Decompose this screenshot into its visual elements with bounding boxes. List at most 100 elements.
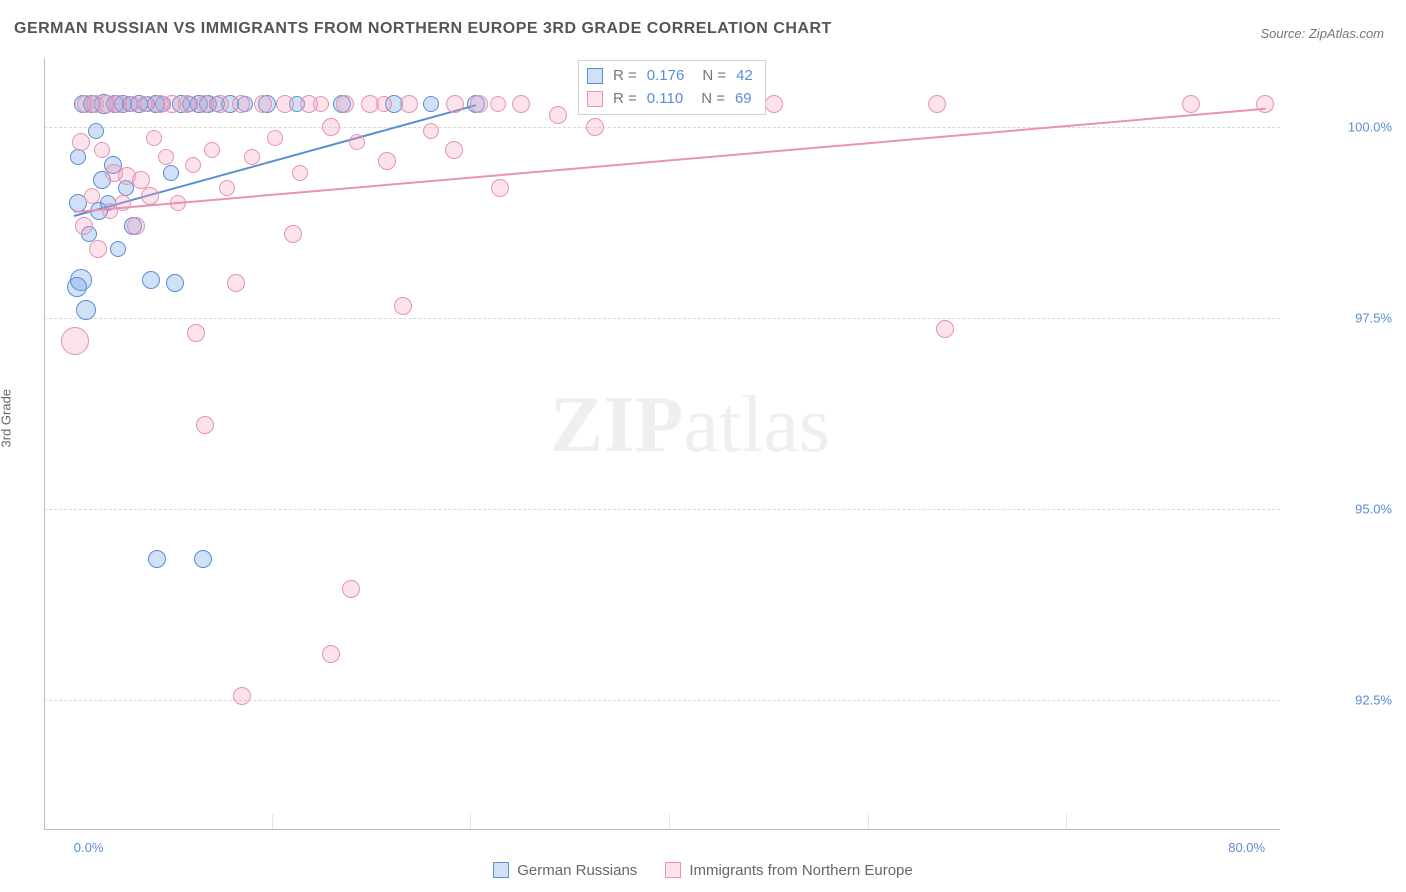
scatter-point [244, 149, 260, 165]
scatter-point [89, 240, 107, 258]
scatter-point [72, 133, 90, 151]
scatter-point [445, 141, 463, 159]
scatter-point [313, 96, 329, 112]
scatter-point [75, 217, 93, 235]
scatter-point [232, 95, 250, 113]
scatter-point [936, 320, 954, 338]
scatter-point [187, 324, 205, 342]
y-tick-label: 92.5% [1355, 693, 1392, 708]
y-tick-label: 95.0% [1355, 501, 1392, 516]
legend-label: Immigrants from Northern Europe [689, 862, 912, 879]
grid-tick-vertical [272, 814, 273, 830]
grid-line-horizontal [44, 700, 1280, 701]
legend-item: Immigrants from Northern Europe [665, 862, 912, 879]
grid-tick-vertical [1066, 814, 1067, 830]
x-tick-label: 80.0% [1228, 840, 1265, 855]
scatter-point [284, 225, 302, 243]
stat-n-label: N = [701, 88, 725, 111]
scatter-point [227, 274, 245, 292]
series-swatch [493, 862, 509, 878]
scatter-plot-area [44, 58, 1280, 830]
scatter-point [142, 271, 160, 289]
stat-r-label: R = [613, 88, 637, 111]
scatter-point [267, 130, 283, 146]
stats-row: R = 0.176 N = 42 [587, 65, 753, 88]
scatter-point [470, 95, 488, 113]
scatter-point [219, 180, 235, 196]
scatter-point [88, 123, 104, 139]
scatter-point [146, 130, 162, 146]
scatter-point [84, 188, 100, 204]
scatter-point [127, 217, 145, 235]
series-swatch [665, 862, 681, 878]
scatter-point [141, 187, 159, 205]
scatter-point [61, 327, 89, 355]
stat-r-value: 0.110 [647, 88, 683, 111]
scatter-point [394, 297, 412, 315]
scatter-point [1182, 95, 1200, 113]
scatter-point [928, 95, 946, 113]
scatter-point [276, 95, 294, 113]
scatter-point [110, 241, 126, 257]
stat-n-value: 69 [735, 88, 752, 111]
scatter-point [423, 123, 439, 139]
scatter-point [490, 96, 506, 112]
scatter-point [336, 95, 354, 113]
stats-row: R = 0.110 N = 69 [587, 88, 753, 111]
scatter-point [163, 165, 179, 181]
scatter-point [254, 95, 272, 113]
scatter-point [70, 149, 86, 165]
grid-tick-vertical [868, 814, 869, 830]
scatter-point [233, 687, 251, 705]
scatter-point [204, 142, 220, 158]
scatter-point [178, 95, 196, 113]
scatter-point [322, 118, 340, 136]
scatter-point [94, 142, 110, 158]
series-swatch [587, 68, 603, 84]
grid-line-horizontal [44, 127, 1280, 128]
scatter-point [378, 152, 396, 170]
y-tick-label: 97.5% [1355, 310, 1392, 325]
stat-r-value: 0.176 [647, 65, 685, 88]
scatter-point [166, 274, 184, 292]
grid-tick-vertical [470, 814, 471, 830]
grid-tick-vertical [669, 814, 670, 830]
legend-label: German Russians [517, 862, 637, 879]
scatter-point [70, 269, 92, 291]
legend-bottom: German Russians Immigrants from Northern … [0, 862, 1406, 883]
scatter-point [549, 106, 567, 124]
scatter-point [158, 149, 174, 165]
scatter-point [148, 550, 166, 568]
scatter-point [423, 96, 439, 112]
scatter-point [349, 134, 365, 150]
x-tick-label: 0.0% [74, 840, 104, 855]
stat-n-value: 42 [736, 65, 753, 88]
legend-item: German Russians [493, 862, 637, 879]
scatter-point [491, 179, 509, 197]
correlation-stats-box: R = 0.176 N = 42 R = 0.110 N = 69 [578, 60, 766, 115]
scatter-point [400, 95, 418, 113]
chart-title: GERMAN RUSSIAN VS IMMIGRANTS FROM NORTHE… [14, 20, 832, 38]
scatter-point [586, 118, 604, 136]
scatter-point [194, 550, 212, 568]
scatter-point [376, 96, 392, 112]
grid-line-horizontal [44, 318, 1280, 319]
scatter-point [76, 300, 96, 320]
stat-n-label: N = [702, 65, 726, 88]
grid-line-horizontal [44, 509, 1280, 510]
scatter-point [211, 95, 229, 113]
y-axis-label: 3rd Grade [0, 389, 14, 448]
scatter-point [342, 580, 360, 598]
scatter-point [512, 95, 530, 113]
source-label: Source: ZipAtlas.com [1260, 26, 1384, 41]
trend-line [74, 104, 477, 217]
axis-x-line [44, 829, 1280, 830]
axis-y-line [44, 58, 45, 830]
scatter-point [292, 165, 308, 181]
scatter-point [322, 645, 340, 663]
scatter-point [765, 95, 783, 113]
scatter-point [185, 157, 201, 173]
stat-r-label: R = [613, 65, 637, 88]
series-swatch [587, 91, 603, 107]
scatter-point [446, 95, 464, 113]
